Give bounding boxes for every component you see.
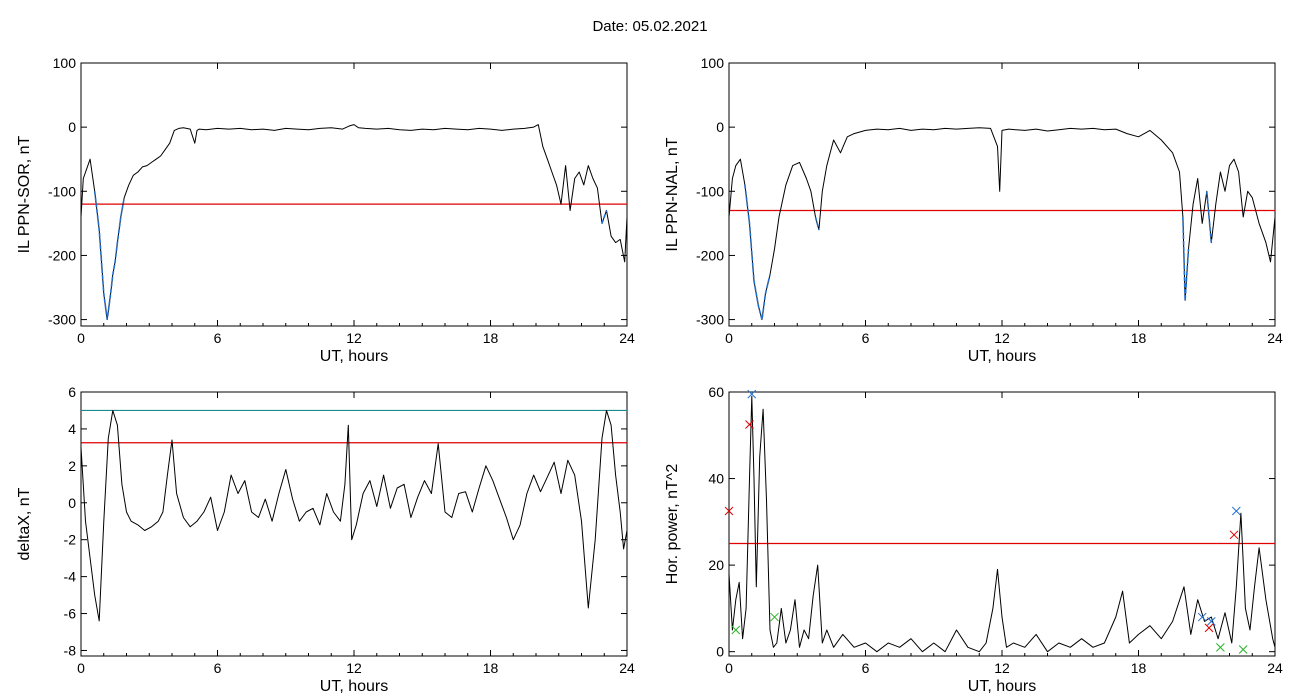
x-tick-label: 0 [77,660,85,676]
series-highlight [744,184,771,320]
x-tick-label: 24 [619,660,635,676]
x-axis-label: UT, hours [320,678,388,695]
x-tick-label: 12 [994,660,1010,676]
series-highlight [1206,191,1213,243]
x-tick-label: 24 [1267,330,1283,346]
y-tick-label: 0 [68,119,76,135]
series-group [729,127,1275,321]
plot-frame [80,391,628,657]
plot-frame [728,62,1276,327]
y-tick-label: -4 [64,569,77,585]
x-tick-label: 6 [214,660,222,676]
x-axis-label: UT, hours [968,678,1036,695]
series-highlight [1182,216,1190,301]
x-tick-label: 0 [77,330,85,346]
series-line [729,127,1275,321]
series-group [729,395,1275,653]
series-line [81,124,627,321]
plot-frame [80,62,628,327]
series-group [81,410,627,622]
y-tick-label: -200 [696,247,724,263]
y-tick-label: -200 [48,247,76,263]
x-tick-label: 12 [994,330,1010,346]
figure-title: Date: 05.02.2021 [592,18,708,35]
y-tick-label: 0 [716,644,724,660]
y-tick-label: -300 [48,312,76,328]
y-tick-label: 100 [53,55,77,71]
x-axis-label: UT, hours [320,348,388,365]
y-tick-label: -100 [696,183,724,199]
marker-red [724,506,734,516]
panel-ppn-sor: 0 6 12 18 24 -300 -200 -100 0 100 UT, hours IL PPN-… [16,55,635,365]
marker-red [745,420,754,429]
x-tick-label: 24 [619,330,635,346]
y-tick-label: 0 [68,495,76,511]
y-tick-label: -100 [48,183,76,199]
x-tick-label: 0 [725,330,733,346]
y-tick-label: 4 [68,421,76,437]
marker-blue [1206,617,1216,626]
x-tick-label: 18 [483,660,499,676]
y-axis-label: Hor. power, nT^2 [664,464,681,585]
marker-red [1204,623,1214,633]
x-axis-label: UT, hours [968,348,1036,365]
x-tick-label: 24 [1267,660,1283,676]
marker-blue [747,389,757,399]
x-tick-label: 18 [1131,660,1147,676]
x-tick-label: 18 [483,330,499,346]
marker-red [1229,530,1239,540]
y-tick-label: 60 [708,384,724,400]
y-tick-label: -2 [64,532,77,548]
marker-blue [1231,506,1241,516]
y-axis-label: IL PPN-NAL, nT [664,137,681,251]
marker-green [731,625,741,635]
series-line [81,410,627,622]
series-line [729,395,1275,653]
marker-green [770,612,779,622]
y-tick-label: -6 [64,606,77,622]
marker-green [1216,642,1225,652]
y-axis-label: deltaX, nT [16,487,33,560]
x-tick-label: 0 [725,660,733,676]
y-tick-label: 6 [68,384,76,400]
y-tick-label: 40 [708,471,724,487]
y-tick-label: 100 [701,55,725,71]
y-tick-label: 2 [68,458,76,474]
x-tick-label: 6 [214,330,222,346]
marker-blue [1197,612,1207,622]
y-tick-label: 20 [708,557,724,573]
series-highlight [601,210,608,224]
marker-green [1238,645,1248,654]
x-tick-label: 12 [346,660,362,676]
y-axis-label: IL PPN-SOR, nT [16,135,33,253]
x-tick-label: 6 [862,330,870,346]
x-tick-label: 6 [862,660,870,676]
panel-hor-power: 0 6 12 18 24 0 20 40 60 UT, hours Hor. power, nT^2 [664,384,1283,695]
x-tick-label: 18 [1131,330,1147,346]
series-highlight [93,191,125,320]
y-tick-label: 0 [716,119,724,135]
series-group [81,124,627,321]
x-tick-label: 12 [346,330,362,346]
y-tick-label: -300 [696,312,724,328]
panel-ppn-nal: 0 6 12 18 24 -300 -200 -100 0 100 UT, hours IL PPN-… [664,55,1283,365]
y-tick-label: -8 [64,642,77,658]
series-highlight [814,216,820,231]
